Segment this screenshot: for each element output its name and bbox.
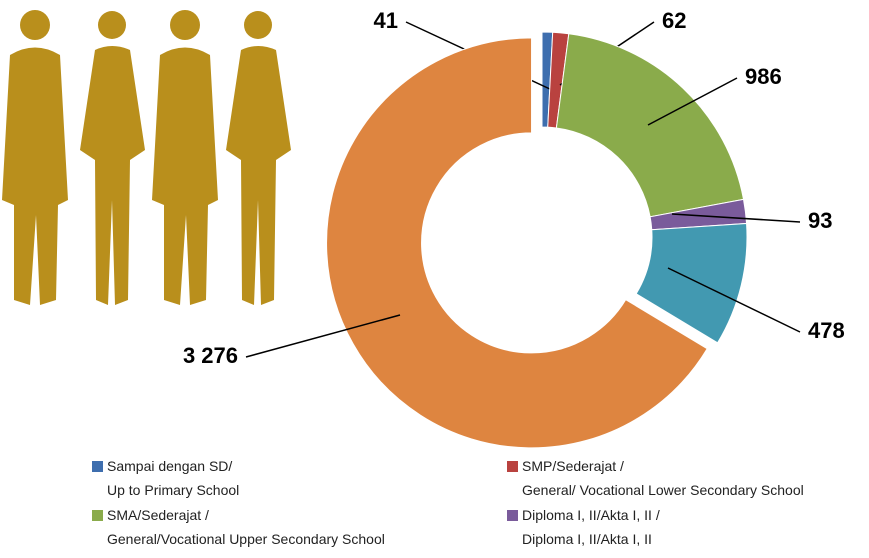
value-label: 93 — [808, 208, 832, 233]
legend-swatch — [507, 510, 518, 521]
donut-slice — [556, 34, 743, 217]
legend-line: SMP/Sederajat / — [522, 458, 624, 474]
legend-label: SMA/Sederajat / General/Vocational Upper … — [107, 507, 385, 547]
legend-swatch — [92, 510, 103, 521]
legend-swatch — [92, 461, 103, 472]
legend-line: Diploma I, II/Akta I, II / — [522, 507, 660, 523]
people-illustration — [2, 10, 291, 305]
value-label: 62 — [662, 8, 686, 33]
legend-line: SMA/Sederajat / — [107, 507, 209, 523]
legend-swatch — [507, 461, 518, 472]
value-label: 986 — [745, 64, 782, 89]
legend-line: Diploma I, II/Akta I, II — [522, 531, 652, 547]
legend-line: General/ Vocational Lower Secondary Scho… — [522, 482, 804, 498]
legend-label: SMP/Sederajat / General/ Vocational Lower… — [522, 458, 804, 498]
legend-line: Up to Primary School — [107, 482, 239, 498]
value-label: 478 — [808, 318, 845, 343]
value-label: 41 — [374, 8, 398, 33]
value-label: 3 276 — [183, 343, 238, 368]
chart: 41 62 986 93 478 3 276 Sampai dengan SD/Up to … — [0, 0, 869, 558]
legend-line: General/Vocational Upper Secondary Schoo… — [107, 531, 385, 547]
legend-line: Sampai dengan SD/ — [107, 458, 232, 474]
legend-label: Sampai dengan SD/Up to Primary School — [107, 458, 239, 498]
legend-label: Diploma I, II/Akta I, II / Diploma I, II/… — [522, 507, 660, 547]
